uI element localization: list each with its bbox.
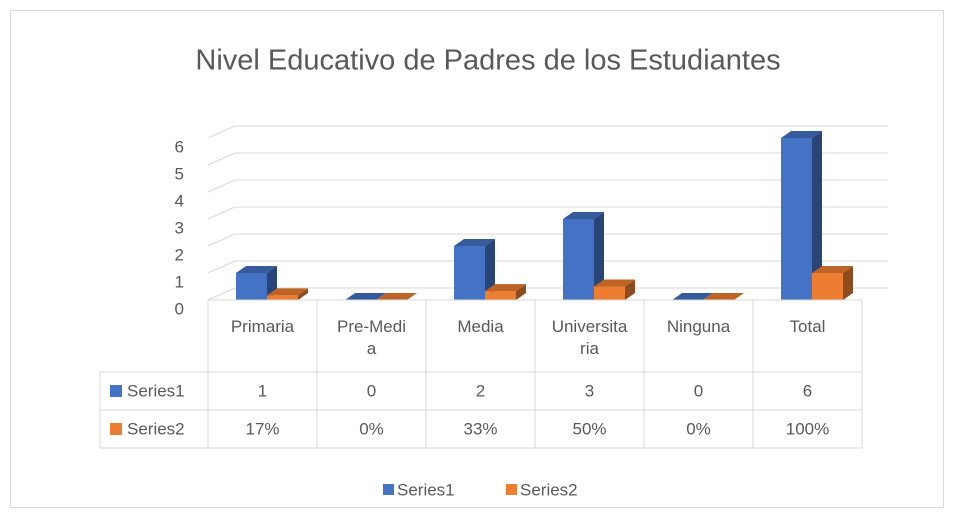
bar [236,273,267,300]
bar [267,295,298,300]
category-label: Ninguna [666,317,731,336]
table-value: 0 [367,381,376,400]
table-series-name: Series2 [127,419,185,438]
bar-top [236,266,277,273]
grid-line [207,233,888,247]
table-value: 0% [359,419,384,438]
bar-top [703,293,744,300]
category-label: Media [457,317,504,336]
bar [781,138,812,300]
grid-line [207,179,888,193]
bar-side [485,239,495,300]
bar [812,273,843,300]
legend-swatch [383,484,394,495]
bar-side [625,279,635,300]
legend-swatch [110,423,122,435]
bar-top [376,293,417,300]
bar-top [485,284,526,292]
table-value: 17% [245,419,279,438]
table-value: 0% [686,419,711,438]
y-tick-label: 2 [175,245,184,264]
chart-title: Nivel Educativo de Padres de los Estudia… [195,45,780,77]
bar [563,219,594,300]
bar-top [672,293,713,300]
legend-swatch [110,385,122,397]
table-value: 0 [694,381,703,400]
table-value: 6 [803,381,812,400]
bar-side [594,212,604,300]
table-value: 3 [585,381,594,400]
grid-line [207,206,888,220]
legend-label: Series2 [520,480,578,499]
category-label: Universitaria [551,317,628,358]
bar-side [843,266,853,300]
table-value: 50% [572,419,606,438]
bar [594,286,625,300]
bar [485,291,516,300]
bar-top [345,293,386,300]
grid-line [207,152,888,166]
bar-top [563,212,604,219]
legend-swatch [506,484,517,495]
bar-side [812,131,822,300]
category-label: Primaria [230,317,295,336]
y-tick-label: 5 [175,164,184,183]
grid-line [207,287,888,301]
category-label: Total [789,317,826,336]
y-tick-label: 6 [175,137,184,156]
bar-side [298,288,308,300]
category-label: Pre-Media [337,317,406,358]
grid-line [207,125,888,139]
bar [454,246,485,300]
y-tick-label: 3 [175,218,184,237]
legend-label: Series1 [397,480,455,499]
table-value: 2 [476,381,485,400]
table-series-name: Series1 [127,381,185,400]
y-tick-label: 0 [175,299,184,318]
y-tick-label: 4 [175,191,184,210]
table-value: 1 [258,381,267,400]
bar-top [781,131,822,138]
table-value: 100% [786,419,829,438]
bar-side [516,284,526,300]
table-value: 33% [463,419,497,438]
y-tick-label: 1 [175,272,184,291]
bar-top [594,279,635,287]
bar-top [812,266,853,273]
bar-top [454,239,495,246]
grid-line [207,260,888,274]
bar-top [267,288,308,296]
